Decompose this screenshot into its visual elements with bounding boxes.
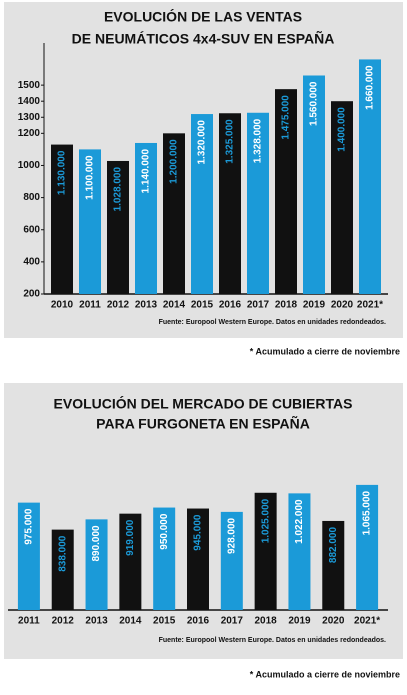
bar (119, 513, 142, 610)
x-tick-label: 2021* (357, 300, 383, 311)
x-tick-label: 2012 (107, 300, 130, 311)
value-label: 1.325.000 (225, 119, 236, 164)
y-tick-label: 1500 (18, 80, 41, 91)
value-label: 1.130.000 (57, 150, 68, 195)
value-label: 1.400.000 (337, 107, 348, 152)
bar (135, 142, 157, 294)
x-tick-label: 2020 (331, 300, 354, 311)
bar (288, 493, 311, 610)
x-tick-label: 2012 (52, 616, 75, 627)
bar (254, 492, 277, 610)
value-label: 1.660.000 (365, 65, 376, 110)
value-label: 928.000 (226, 517, 237, 554)
bar (356, 484, 379, 610)
bar (191, 114, 213, 294)
y-tick-label: 200 (23, 289, 40, 300)
bar (51, 144, 73, 294)
value-label: 882.000 (328, 527, 339, 564)
x-tick-label: 2016 (187, 616, 210, 627)
value-label: 1.100.000 (85, 155, 96, 200)
x-tick-label: 2018 (275, 300, 298, 311)
bar (220, 511, 243, 610)
bar (187, 508, 209, 610)
value-label: 1.200.000 (169, 139, 180, 184)
bar (107, 160, 129, 294)
x-tick-label: 2013 (135, 300, 158, 311)
chart-title: EVOLUCIÓN DE LAS VENTAS (104, 8, 302, 25)
footnote: * Acumulado a cierre de noviembre (250, 346, 400, 356)
bar (247, 112, 269, 294)
footnote: * Acumulado a cierre de noviembre (250, 669, 400, 679)
source: Fuente: Europool Western Europe. Datos e… (159, 637, 386, 644)
value-label: 1.028.000 (113, 167, 124, 212)
bar (359, 59, 381, 294)
x-tick-label: 2015 (153, 616, 176, 627)
x-tick-label: 2013 (85, 616, 108, 627)
bar (163, 133, 185, 294)
value-label: 1.560.000 (309, 81, 320, 126)
bar (51, 529, 74, 610)
x-tick-label: 2019 (303, 300, 326, 311)
y-tick-label: 800 (23, 192, 40, 203)
y-tick-label: 1200 (18, 128, 41, 139)
value-label: 1.320.000 (197, 120, 208, 165)
value-label: 975.000 (24, 508, 35, 545)
value-label: 890.000 (91, 525, 102, 562)
chart-title: PARA FURGONETA EN ESPAÑA (96, 415, 310, 432)
bar (153, 507, 176, 610)
value-label: 1.025.000 (260, 498, 271, 543)
x-tick-label: 2014 (163, 300, 186, 311)
y-tick-label: 1300 (18, 112, 41, 123)
bar (322, 520, 345, 610)
x-tick-label: 2020 (322, 616, 345, 627)
bar (303, 75, 325, 294)
bar (219, 113, 241, 294)
bar (85, 519, 108, 610)
x-tick-label: 2019 (288, 616, 311, 627)
value-label: 950.000 (159, 513, 170, 550)
bar (331, 101, 353, 294)
y-tick-label: 1400 (18, 96, 41, 107)
y-tick-label: 600 (23, 224, 40, 235)
bar (275, 89, 297, 295)
y-tick-label: 400 (23, 257, 40, 268)
y-tick-label: 1000 (18, 160, 41, 171)
x-tick-label: 2021* (354, 616, 380, 627)
bar (79, 149, 101, 294)
x-tick-label: 2015 (191, 300, 214, 311)
x-tick-label: 2011 (79, 300, 101, 311)
chart-title: DE NEUMÁTICOS 4x4-SUV EN ESPAÑA (72, 30, 335, 47)
value-label: 1.022.000 (294, 499, 305, 544)
chart-title: EVOLUCIÓN DEL MERCADO DE CUBIERTAS (54, 395, 353, 412)
bar (17, 502, 40, 610)
value-label: 838.000 (57, 535, 68, 572)
value-label: 1.475.000 (281, 95, 292, 140)
x-tick-label: 2017 (247, 300, 270, 311)
value-label: 1.328.000 (253, 118, 264, 163)
value-label: 1.140.000 (141, 149, 152, 194)
x-tick-label: 2011 (18, 616, 40, 627)
source: Fuente: Europool Western Europe. Datos e… (159, 319, 386, 326)
value-label: 919.000 (125, 519, 136, 556)
x-tick-label: 2018 (255, 616, 278, 627)
value-label: 1.065.000 (362, 490, 373, 535)
x-tick-label: 2014 (119, 616, 142, 627)
value-label: 945.000 (193, 514, 204, 551)
x-tick-label: 2016 (219, 300, 242, 311)
x-tick-label: 2017 (221, 616, 244, 627)
x-tick-label: 2010 (51, 300, 74, 311)
